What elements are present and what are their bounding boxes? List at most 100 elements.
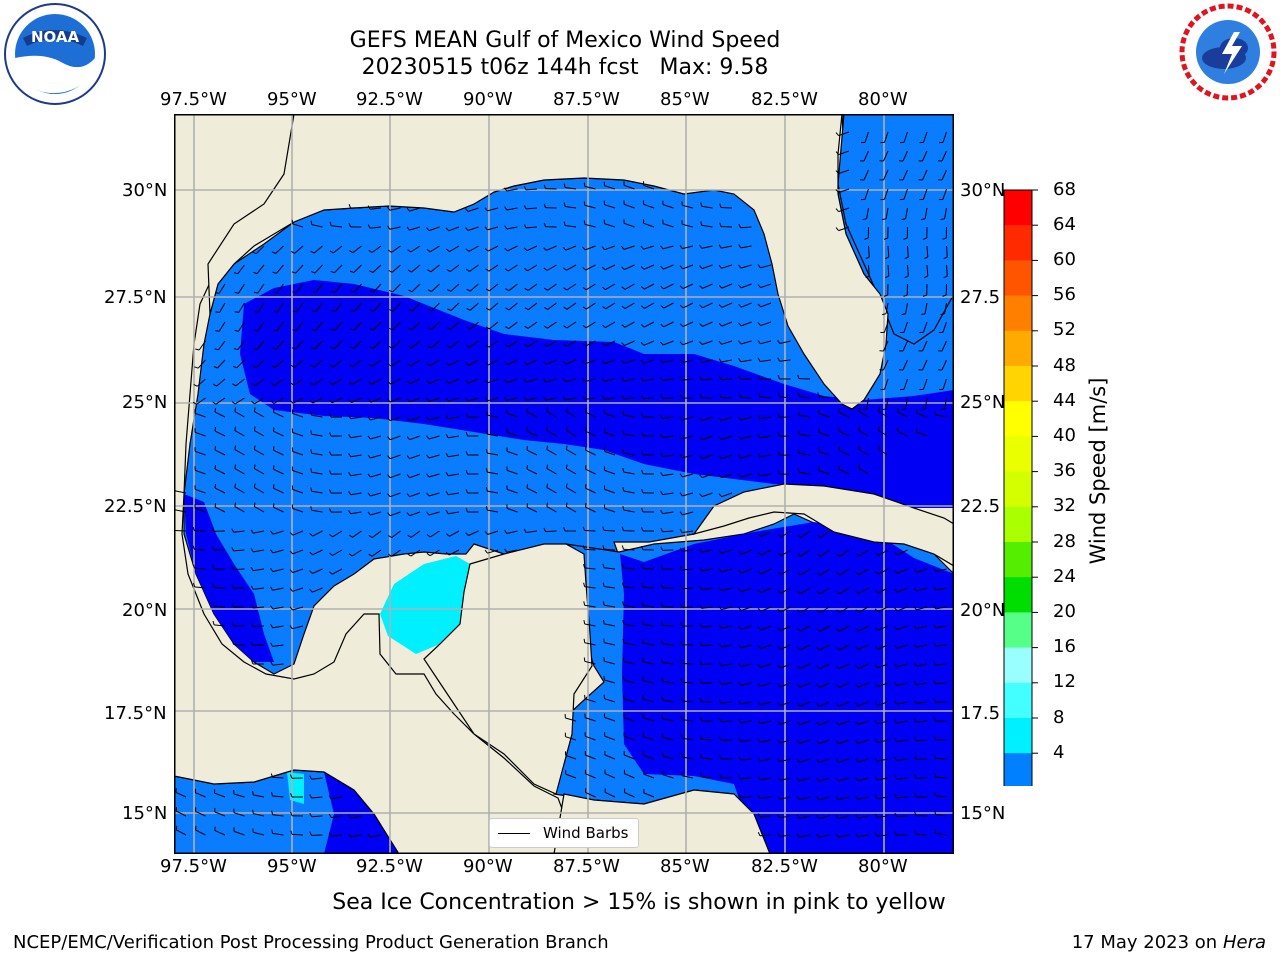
wind-barb [623, 679, 635, 684]
wind-barb [448, 454, 460, 458]
wind-barb [431, 283, 440, 292]
wind-barb-flag [757, 589, 762, 593]
wind-barb-flag [231, 547, 234, 552]
wind-barb [448, 226, 460, 232]
wind-barb [604, 412, 616, 418]
chart-subtitle: 20230515 t06z 144h fcst Max: 9.58 [361, 55, 769, 80]
wind-barb [506, 450, 518, 456]
wind-barb-flag [523, 205, 527, 210]
wind-barb-flag [661, 714, 664, 719]
wind-barb [194, 567, 206, 570]
wind-barb-flag [289, 774, 293, 779]
wind-barb [838, 468, 850, 475]
wind-barb [604, 567, 616, 570]
wind-barb-flag [894, 756, 898, 761]
wind-barb [682, 416, 694, 421]
wind-barb [701, 416, 713, 422]
wind-barb [682, 700, 694, 703]
wind-barb [604, 359, 616, 365]
wind-barb [584, 660, 596, 665]
wind-barb [944, 302, 947, 314]
wind-barb [174, 530, 187, 532]
wind-barb [760, 739, 772, 743]
wind-barb-flag [699, 341, 703, 345]
wind-barb [585, 340, 596, 347]
lon-tick-top: 82.5°W [751, 89, 818, 110]
wind-barb [760, 340, 772, 345]
wind-barb [662, 435, 674, 439]
wind-barb [236, 359, 245, 369]
wind-barb-flag [407, 249, 412, 253]
colorbar-segment [1004, 612, 1032, 649]
wind-barb-flag [777, 432, 780, 437]
wind-barb-flag [622, 601, 625, 606]
wind-barb-flag [855, 571, 860, 576]
wind-barb [565, 717, 577, 722]
wind-barb [311, 433, 323, 437]
wind-barb-flag [543, 203, 546, 208]
wind-barb-flag [582, 246, 586, 251]
wind-barb-flag [485, 307, 490, 311]
wind-barb [662, 699, 674, 703]
wind-barb [644, 302, 655, 309]
lon-tick-bottom: 82.5°W [751, 856, 818, 877]
wind-barb-flag [877, 445, 880, 450]
wind-barb-flag [835, 833, 839, 838]
wind-barb [604, 264, 616, 271]
wind-barb-flag [777, 758, 781, 762]
wind-barb [584, 397, 596, 400]
wind-barb-flag [797, 468, 800, 473]
wind-barb [838, 430, 850, 437]
wind-barb [488, 245, 499, 252]
wind-barb-flag [426, 534, 431, 538]
wind-barb-flag [621, 395, 624, 400]
wind-barb-flag [426, 416, 430, 421]
wind-barb [780, 644, 791, 650]
wind-barb-flag [309, 812, 312, 817]
wind-barb [195, 810, 206, 817]
wind-barb [623, 414, 635, 418]
wind-barb-flag [330, 346, 335, 350]
wind-barb [331, 796, 343, 800]
wind-barb [916, 720, 928, 723]
wind-barb [566, 449, 577, 456]
colorbar-label: 60 [1053, 249, 1076, 270]
wind-barb-flag [641, 545, 644, 550]
wind-barb-flag [817, 392, 820, 397]
wind-barb [373, 302, 382, 312]
wind-barb-flag [934, 829, 937, 834]
wind-barb [682, 530, 694, 534]
low-speed-core-caribbean [620, 522, 954, 854]
wind-barb [944, 397, 947, 409]
wind-barb [448, 511, 460, 515]
wind-barb-flag [250, 529, 254, 534]
wind-barb [469, 321, 479, 330]
wind-barb-flag [445, 509, 449, 514]
chart-title: GEFS MEAN Gulf of Mexico Wind Speed [349, 28, 781, 53]
wind-barb [272, 625, 284, 629]
wind-barb [702, 283, 713, 289]
wind-barb [566, 321, 577, 329]
wind-barb [604, 185, 616, 190]
wind-barb [819, 701, 830, 707]
wind-barb-flag [738, 681, 742, 686]
wind-barb [409, 492, 421, 498]
wind-barb-flag [681, 201, 683, 206]
wind-barb-flag [661, 639, 664, 645]
wind-barb [662, 416, 674, 420]
wind-barb [273, 506, 284, 513]
wind-barb [858, 587, 869, 594]
wind-barb [468, 359, 479, 366]
wind-barb [741, 321, 752, 327]
wind-barb [877, 720, 889, 725]
wind-barb-flag [465, 489, 468, 494]
wind-barb-flag [253, 407, 256, 412]
wind-barb [371, 359, 382, 367]
wind-barb [740, 454, 752, 459]
wind-barb [354, 302, 362, 312]
lat-tick-left: 20°N [122, 600, 168, 621]
wind-barb-flag [660, 376, 664, 381]
wind-barb [219, 302, 226, 313]
lon-tick-top: 90°W [463, 89, 513, 110]
wind-barb [924, 302, 928, 314]
